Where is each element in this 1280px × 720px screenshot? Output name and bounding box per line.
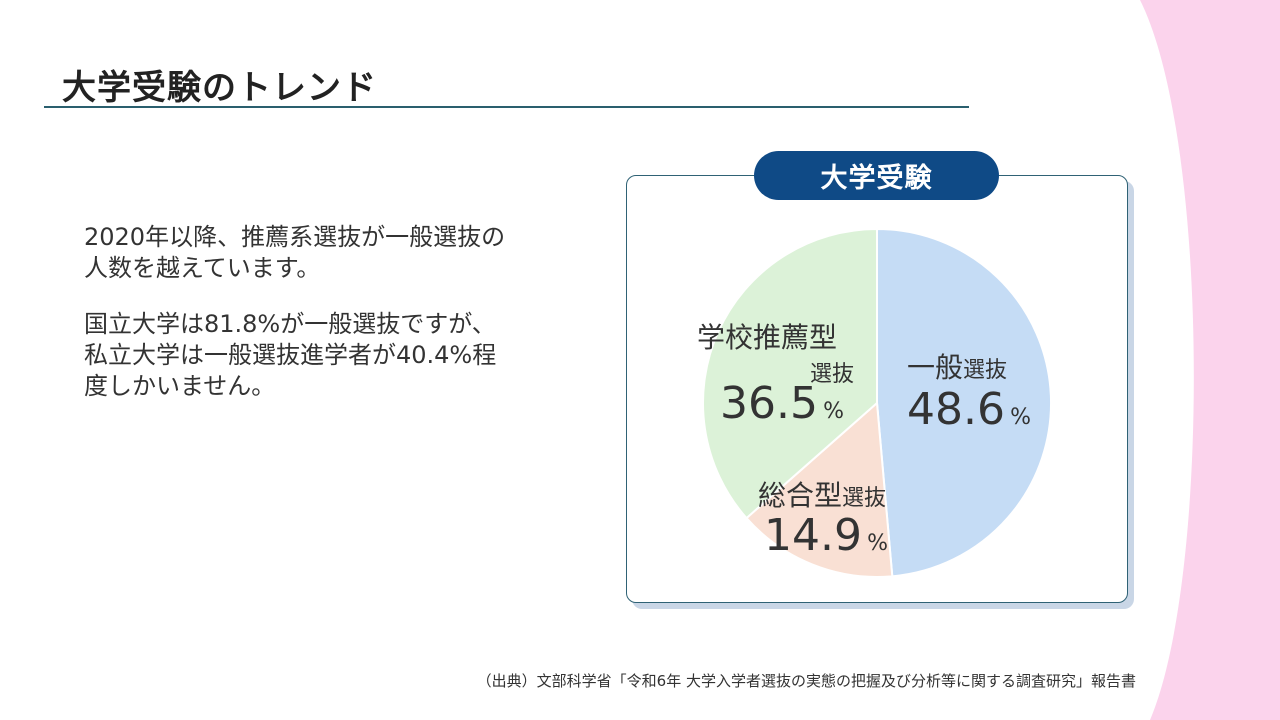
title-underline [44, 106, 969, 108]
label-suisen-suffix: 選抜 [810, 362, 855, 387]
paragraph-2-line-2: 私立大学は一般選抜進学者が40.4%程 [84, 341, 497, 369]
paragraph-1-line-1: 2020年以降、推薦系選抜が一般選抜の [84, 223, 506, 251]
paragraph-1: 2020年以降、推薦系選抜が一般選抜の 人数を越えています。 [84, 222, 564, 284]
pie-slice-suisen [702, 227, 878, 520]
slide-title: 大学受験のトレンド [62, 68, 377, 108]
label-sogo-name: 総合型選抜 [758, 479, 887, 512]
pie-slice-ippan [876, 227, 1053, 578]
chart-title-pill: 大学受験 [754, 151, 999, 200]
paragraph-1-line-2: 人数を越えています。 [84, 254, 321, 282]
label-ippan-value: 48.6 % [907, 384, 1031, 435]
source-citation: （出典）文部科学省「令和6年 大学入学者選抜の実態の把握及び分析等に関する調査研… [476, 672, 1136, 690]
body-text: 2020年以降、推薦系選抜が一般選抜の 人数を越えています。 国立大学は81.8… [84, 222, 564, 427]
paragraph-2-line-3: 度しかいません。 [84, 372, 276, 400]
label-suisen-value: 36.5 % [720, 378, 844, 429]
paragraph-2-line-1: 国立大学は81.8%が一般選抜ですが、 [84, 310, 496, 338]
paragraph-2: 国立大学は81.8%が一般選抜ですが、 私立大学は一般選抜進学者が40.4%程 … [84, 309, 564, 402]
pie-slice-sogo [745, 400, 894, 578]
label-sogo-value: 14.9 % [764, 510, 888, 561]
label-suisen-name: 学校推薦型 [697, 321, 838, 354]
label-ippan-name: 一般選抜 [907, 351, 1008, 384]
